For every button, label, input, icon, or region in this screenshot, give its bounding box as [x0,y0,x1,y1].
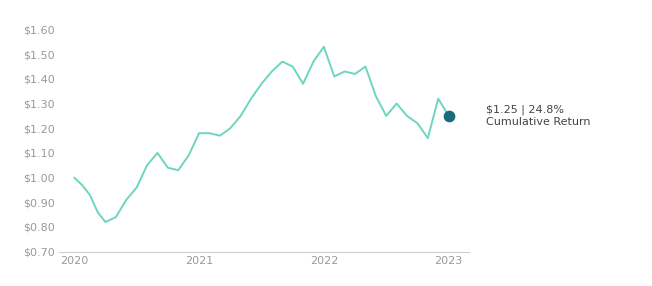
Text: $1.25 | 24.8%
Cumulative Return: $1.25 | 24.8% Cumulative Return [486,105,590,127]
Point [443,114,454,118]
